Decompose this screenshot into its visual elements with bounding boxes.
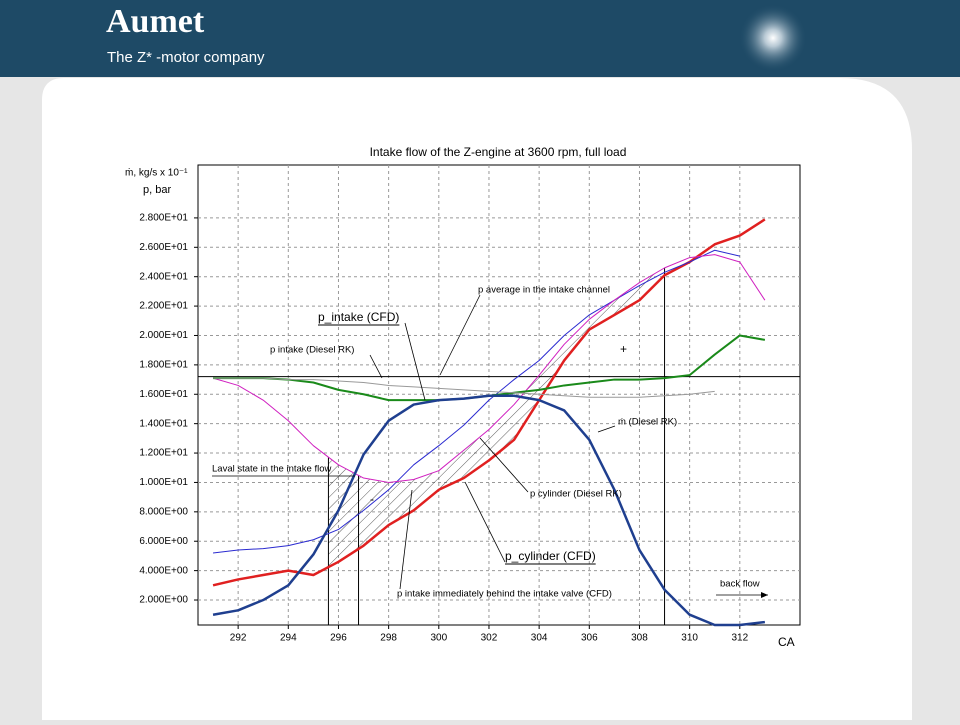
annotation: Laval state in the intake flow <box>212 464 331 475</box>
y-tick-label: 2.000E+00 <box>139 595 188 606</box>
leader-line <box>464 481 506 563</box>
chart-title: Intake flow of the Z-engine at 3600 rpm,… <box>370 145 627 159</box>
y-tick-label: 8.000E+00 <box>139 506 188 517</box>
annotation: back flow <box>720 579 760 590</box>
y-tick-label: 2.200E+01 <box>139 301 188 312</box>
x-tick-label: 306 <box>581 633 598 644</box>
y-tick-label: 1.400E+01 <box>139 418 188 429</box>
y-label: p, bar <box>143 184 171 196</box>
annotation: - <box>370 492 374 506</box>
x-tick-label: 302 <box>481 633 498 644</box>
series-line <box>212 254 766 483</box>
y-tick-label: 6.000E+00 <box>139 536 188 547</box>
y-tick-label: 2.600E+01 <box>139 242 188 253</box>
y-tick-label: 2.400E+01 <box>139 271 188 282</box>
annotation: p intake immediately behind the intake v… <box>397 589 612 600</box>
x-tick-label: 304 <box>531 633 548 644</box>
brand: Aumet <box>106 3 205 40</box>
x-tick-label: 292 <box>230 633 247 644</box>
annotation: ṁ (Diesel RK) <box>618 417 677 428</box>
y-tick-label: 2.000E+01 <box>139 330 188 341</box>
x-tick-label: 296 <box>330 633 347 644</box>
x-label: CA <box>778 635 795 649</box>
hatch-area <box>328 267 665 568</box>
x-tick-label: 312 <box>731 633 748 644</box>
leader-line <box>404 322 426 401</box>
series-line <box>213 377 715 398</box>
x-tick-label: 308 <box>631 633 648 644</box>
annotation: p cylinder (Diesel RK) <box>530 489 622 500</box>
arrow-head <box>761 592 768 598</box>
series-line <box>212 249 740 554</box>
leader-line <box>369 354 383 379</box>
annotation: p_intake (CFD) <box>318 310 399 324</box>
annotation: + <box>620 342 627 356</box>
y-tick-label: 2.800E+01 <box>139 213 188 224</box>
series-line <box>212 394 766 627</box>
annotation: p average in the intake channel <box>478 285 610 296</box>
annotation: p_cylinder (CFD) <box>505 549 596 563</box>
y-tick-label: 1.600E+01 <box>139 389 188 400</box>
y-tick-label: 1.800E+01 <box>139 360 188 371</box>
x-tick-label: 298 <box>380 633 397 644</box>
series-line <box>212 218 766 587</box>
y-label: ṁ, kg/s x 10⁻¹ <box>125 168 188 179</box>
x-tick-label: 294 <box>280 633 297 644</box>
leader-line <box>399 489 413 590</box>
tagline: The Z* -motor company <box>107 49 265 66</box>
glow <box>739 4 807 72</box>
y-tick-label: 4.000E+00 <box>139 565 188 576</box>
leader-line <box>439 294 481 376</box>
annotation: p intake (Diesel RK) <box>270 345 354 356</box>
x-tick-label: 300 <box>430 633 447 644</box>
x-tick-label: 310 <box>681 633 698 644</box>
y-tick-label: 1.200E+01 <box>139 448 188 459</box>
leader-line <box>479 437 529 493</box>
leader-line <box>597 425 616 433</box>
y-tick-label: 1.000E+01 <box>139 477 188 488</box>
